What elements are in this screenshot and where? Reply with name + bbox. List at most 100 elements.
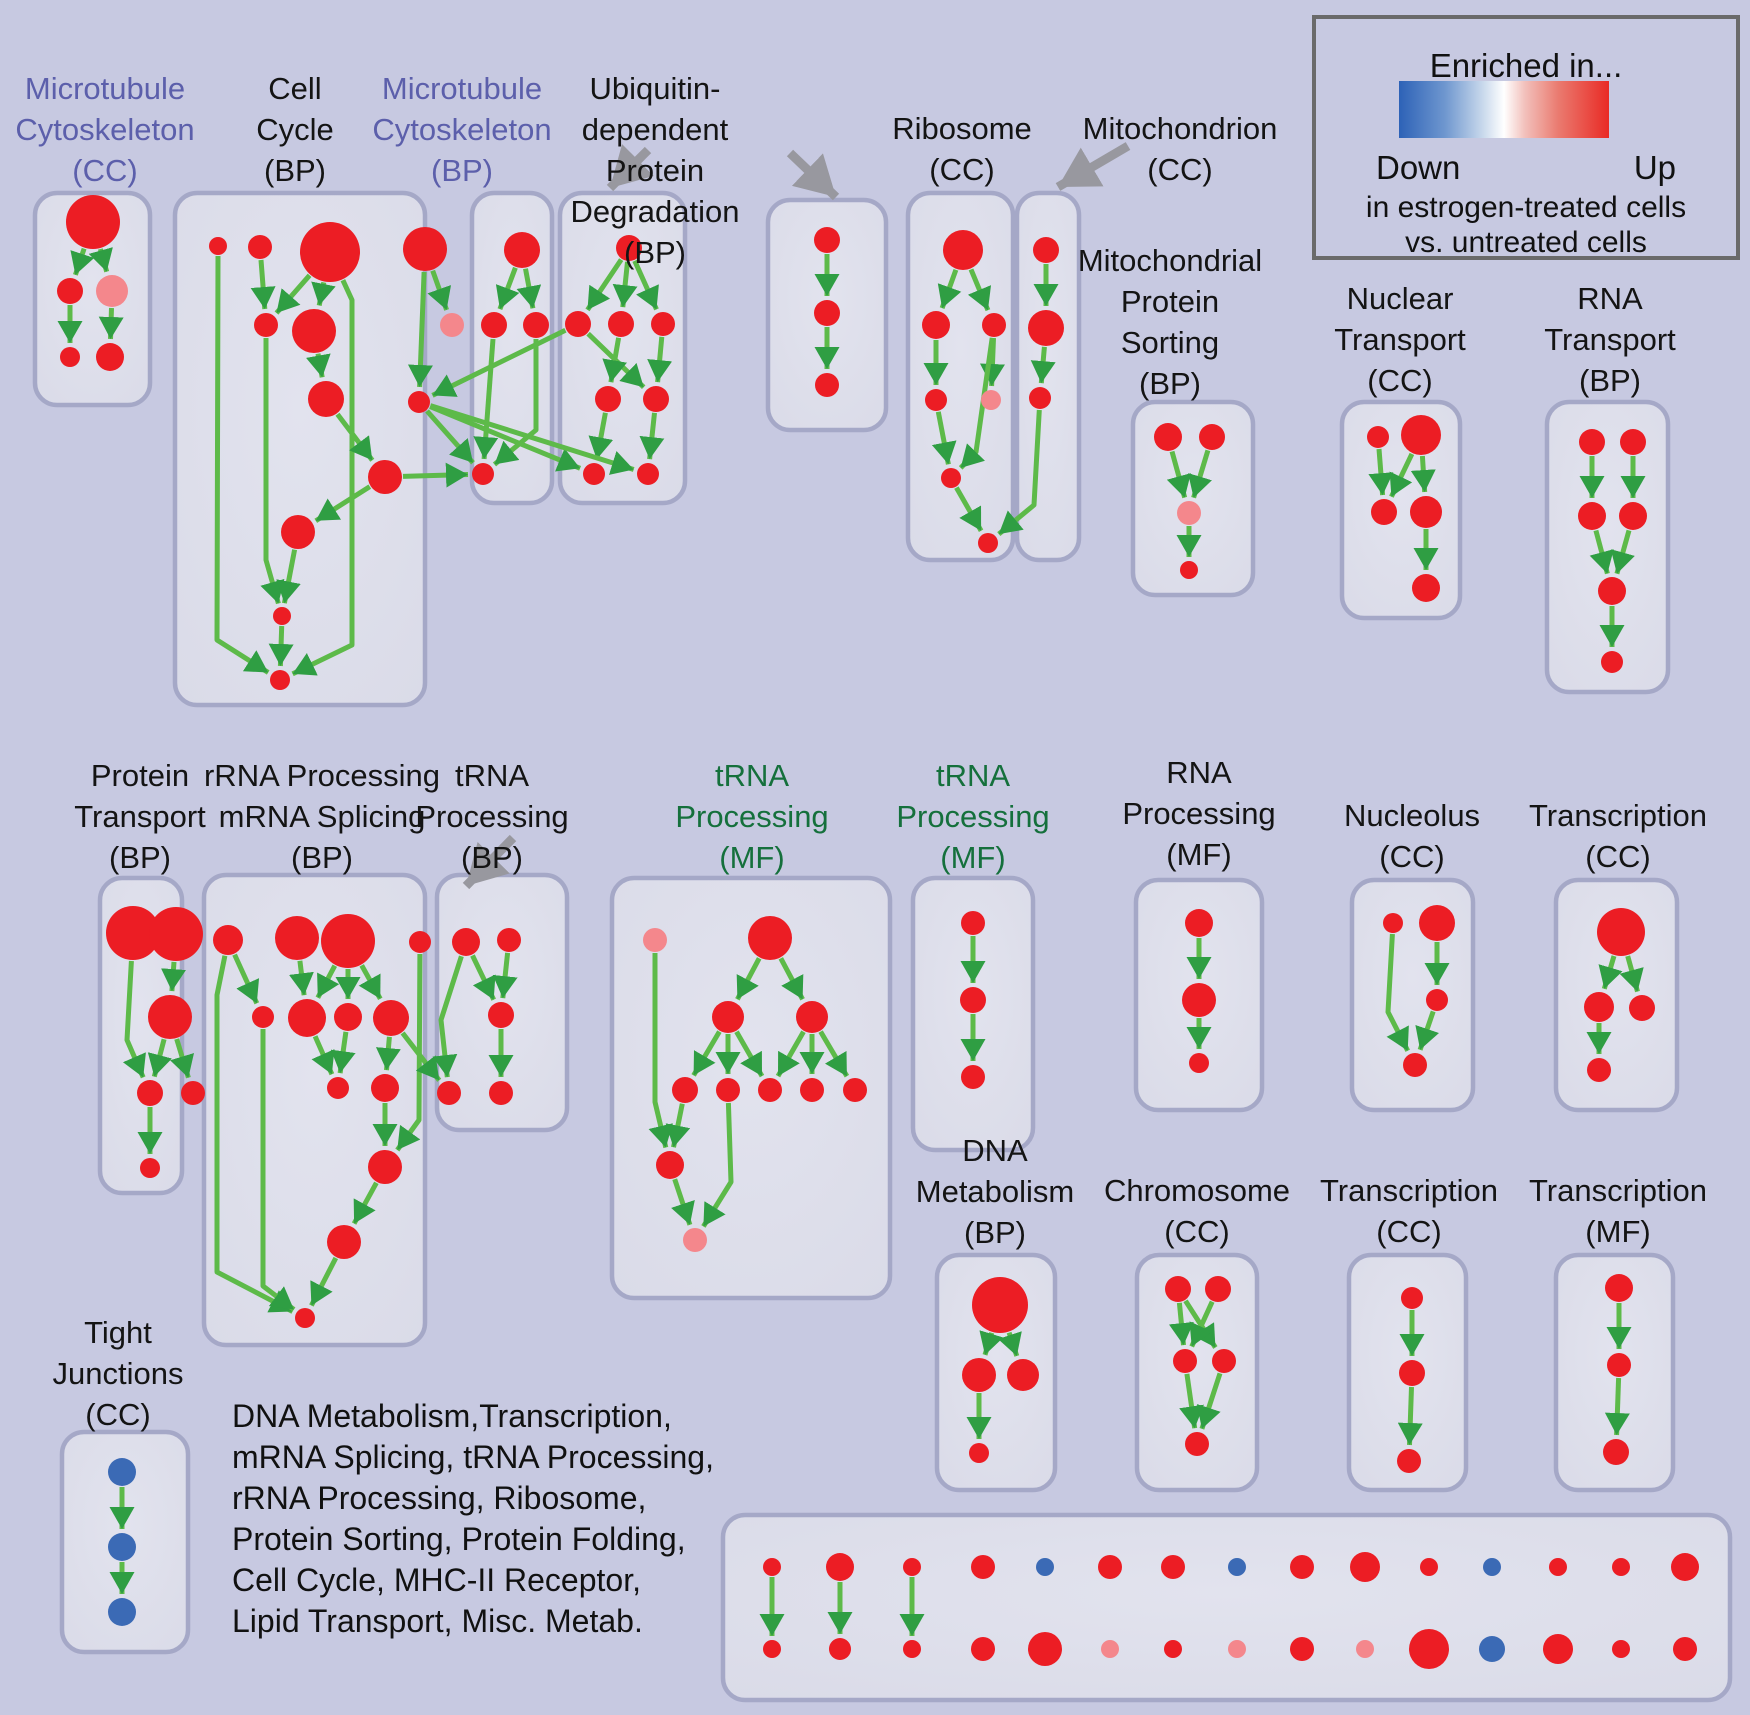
go-term-node bbox=[1161, 1555, 1185, 1579]
go-term-node bbox=[1483, 1558, 1501, 1576]
go-term-node bbox=[1007, 1359, 1039, 1391]
cluster-box-nuclear-transport bbox=[1339, 399, 1463, 621]
edge-cross bbox=[429, 404, 582, 472]
edge-ribosome bbox=[958, 337, 995, 470]
edge-rrna-processing-mrna-splicing bbox=[232, 953, 260, 1005]
go-term-node bbox=[321, 914, 375, 968]
go-term-node bbox=[1028, 1632, 1062, 1666]
go-term-node bbox=[903, 1558, 921, 1576]
cluster-label-trna-processing-mf-1: tRNA Processing (MF) bbox=[675, 758, 829, 875]
go-term-node bbox=[481, 312, 507, 338]
go-term-node bbox=[1584, 992, 1614, 1022]
go-term-node bbox=[1401, 1287, 1423, 1309]
edge-cell-cycle bbox=[407, 271, 433, 388]
go-term-node bbox=[252, 1006, 274, 1028]
label-pointer-arrow bbox=[606, 144, 654, 192]
misc-text-line: Cell Cycle, MHC-II Receptor, bbox=[232, 1562, 641, 1598]
go-term-node bbox=[1605, 1274, 1633, 1302]
go-term-node bbox=[288, 999, 326, 1037]
go-term-node bbox=[1579, 429, 1605, 455]
go-term-node bbox=[254, 313, 278, 337]
edge-rrna-processing-mrna-splicing bbox=[289, 960, 314, 996]
go-term-node bbox=[1601, 651, 1623, 673]
cluster-box-mitochondrial-protein-sorting bbox=[1130, 399, 1256, 598]
go-term-node bbox=[651, 312, 675, 336]
edge-trna-processing-mf-big bbox=[778, 957, 805, 1001]
edge-microtubule-bp bbox=[495, 266, 520, 310]
go-term-node bbox=[1607, 1353, 1631, 1377]
go-term-node bbox=[1671, 1553, 1699, 1581]
go-term-node bbox=[1028, 310, 1064, 346]
cluster-label-cell-cycle: Cell Cycle (BP) bbox=[256, 71, 334, 188]
edge-rrna-processing-mrna-splicing bbox=[375, 1036, 401, 1071]
edge-rrna-processing-mrna-splicing bbox=[395, 953, 423, 1152]
edge-microtubule-bp bbox=[473, 338, 499, 460]
go-term-node bbox=[971, 1637, 995, 1661]
misc-text-line: DNA Metabolism,Transcription, bbox=[232, 1398, 672, 1434]
go-term-node bbox=[1410, 496, 1442, 528]
edge-cell-cycle bbox=[291, 279, 355, 677]
edge-trna-processing-mf-big bbox=[671, 1178, 695, 1226]
edge-chromosome bbox=[1196, 1372, 1223, 1430]
cluster-label-microtubule-cc: Microtubule Cytoskeleton (CC) bbox=[15, 71, 195, 188]
misc-text-line: Protein Sorting, Protein Folding, bbox=[232, 1521, 686, 1557]
misc-categories-text: DNA Metabolism,Transcription, mRNA Splic… bbox=[232, 1396, 714, 1642]
cluster-label-transcription-cc-mid: Transcription (CC) bbox=[1528, 798, 1708, 874]
network-nodes bbox=[57, 195, 1699, 1669]
edge-nuclear-transport bbox=[1368, 448, 1394, 496]
go-term-node bbox=[300, 222, 360, 282]
edge-dna-metabolism bbox=[998, 1331, 1022, 1357]
edge-rrna-processing-mrna-splicing bbox=[214, 955, 294, 1314]
go-term-node bbox=[1165, 1276, 1191, 1302]
edge-ribosome bbox=[967, 268, 992, 312]
go-term-node bbox=[826, 1553, 854, 1581]
go-term-node bbox=[181, 1081, 205, 1105]
edge-trna-processing-mf-big bbox=[734, 1030, 765, 1078]
go-term-node bbox=[275, 916, 319, 960]
edge-cross bbox=[402, 462, 469, 488]
go-term-node bbox=[656, 1151, 684, 1179]
edge-cell-cycle bbox=[276, 549, 301, 604]
go-term-node bbox=[292, 309, 336, 353]
edge-rrna-processing-mrna-splicing bbox=[260, 1029, 296, 1312]
legend-down-label: Down bbox=[1376, 149, 1461, 186]
go-term-node bbox=[1164, 1640, 1182, 1658]
edge-transcription-cc-mid bbox=[1619, 955, 1644, 993]
edge-rrna-processing-mrna-splicing bbox=[311, 1035, 335, 1076]
edge-cell-cycle bbox=[427, 269, 452, 311]
go-term-node bbox=[60, 347, 80, 367]
edge-chromosome bbox=[1179, 1373, 1204, 1429]
go-term-node bbox=[608, 311, 634, 337]
go-term-node bbox=[981, 390, 1001, 410]
go-term-node bbox=[922, 311, 950, 339]
go-term-node bbox=[583, 463, 605, 485]
legend-gradient-bar bbox=[1399, 81, 1609, 138]
edge-nuclear-transport bbox=[1410, 455, 1436, 493]
go-term-node bbox=[270, 670, 290, 690]
go-term-node bbox=[712, 1001, 744, 1033]
cluster-box-misc-summary-row bbox=[720, 1512, 1733, 1703]
go-term-node bbox=[1620, 429, 1646, 455]
edge-rrna-processing-mrna-splicing bbox=[358, 964, 383, 1001]
cluster-label-trna-processing-mf-2: tRNA Processing (MF) bbox=[896, 758, 1050, 875]
network-edges bbox=[57, 247, 1646, 1636]
go-term-node bbox=[716, 1078, 740, 1102]
edge-rrna-processing-mrna-splicing bbox=[309, 1256, 339, 1307]
cluster-box-ribosome bbox=[905, 190, 1016, 563]
edge-cross bbox=[400, 1031, 442, 1082]
edge-cross bbox=[425, 409, 475, 465]
go-term-node bbox=[763, 1640, 781, 1658]
go-term-node bbox=[149, 907, 203, 961]
edge-cell-cycle bbox=[335, 412, 375, 462]
go-term-node bbox=[137, 1080, 163, 1106]
go-term-node bbox=[106, 906, 160, 960]
go-term-node bbox=[1350, 1552, 1380, 1582]
go-term-node bbox=[108, 1533, 136, 1561]
edge-trna-processing-mf-big bbox=[665, 1103, 691, 1148]
edge-ubiquitin-box-1 bbox=[612, 261, 638, 308]
misc-text-line: mRNA Splicing, tRNA Processing, bbox=[232, 1439, 714, 1475]
legend-endpoint-labels: Down Up bbox=[1376, 149, 1676, 187]
go-term-node bbox=[637, 463, 659, 485]
edge-protein-transport bbox=[161, 961, 186, 992]
go-term-node bbox=[1426, 989, 1448, 1011]
